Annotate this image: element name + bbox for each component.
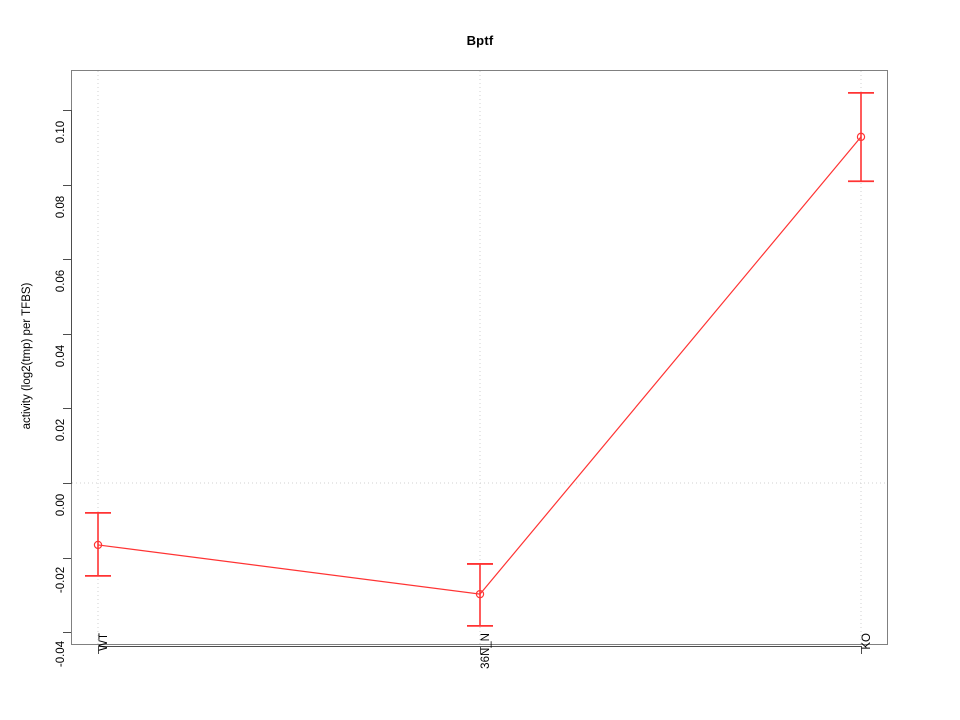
y-tick-mark: [63, 110, 71, 111]
y-tick-label: 0.02: [55, 419, 67, 442]
data-point-marker: [856, 132, 866, 142]
y-tick-mark: [63, 557, 71, 559]
series-line: [97, 136, 862, 595]
y-tick-label: 0.00: [55, 493, 67, 517]
y-tick-label: 0.04: [55, 344, 67, 367]
data-point-marker: [93, 540, 103, 550]
y-tick-label: 0.10: [55, 120, 67, 144]
x-tick-mark: [480, 646, 481, 654]
data-point-marker: [475, 589, 485, 599]
y-axis-line: [71, 110, 72, 484]
x-tick-label: WT: [98, 633, 110, 651]
x-tick-label: 36N_N: [480, 633, 492, 669]
y-tick-mark: [63, 259, 71, 261]
y-tick-mark: [63, 184, 71, 186]
y-tick-mark: [63, 632, 71, 634]
y-tick-label: 0.08: [55, 195, 67, 218]
x-tick-mark: [98, 646, 99, 654]
y-tick-mark: [63, 333, 71, 335]
y-tick-label: -0.04: [55, 641, 67, 668]
x-tick-label: KO: [861, 633, 873, 650]
y-tick-mark: [63, 408, 71, 410]
y-tick-label: 0.06: [55, 270, 67, 293]
chart-title: Bptf: [466, 33, 494, 48]
y-tick-mark: [63, 483, 71, 484]
y-tick-label: -0.02: [55, 566, 67, 593]
x-tick-mark: [861, 646, 862, 654]
